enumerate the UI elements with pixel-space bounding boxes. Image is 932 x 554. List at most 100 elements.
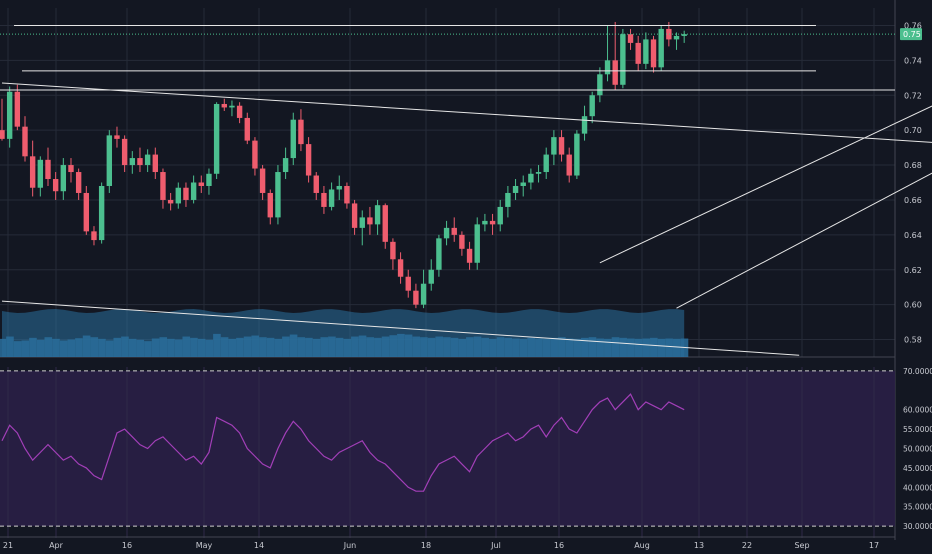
candle-body [535,172,542,174]
candle-body [29,156,36,188]
candle-body [175,187,181,204]
candle-body [313,175,319,193]
candle-body [566,154,572,176]
price-tick-label: 0.66 [904,196,922,205]
candle-body [673,35,680,40]
candle-body [620,34,626,85]
candle-body [489,220,496,225]
candle-body [428,269,434,284]
candle-body [374,205,381,225]
candle-body [459,234,465,249]
candle-body [267,192,273,218]
candle-body [236,105,243,118]
candle-body [0,130,5,139]
candle-body [252,140,258,169]
candle-body [45,159,51,180]
candle-body [121,138,128,166]
time-axis[interactable]: 21 Apr 16 May 14 Jun 18 Jul 16 Aug 13 22 Sep 17 [0,536,895,550]
candle-body [581,116,588,134]
candle-body [627,34,634,43]
rsi-tick-label: 30.0000 [903,522,932,531]
price-tick-label: 0.70 [904,126,922,135]
candle-body [512,185,519,193]
candle-body [474,224,480,263]
candle-body [589,95,595,117]
candle-body [650,39,657,68]
candle-body [666,28,672,40]
candle-body [98,185,105,241]
candle-body [643,39,649,64]
rsi-tick-label: 35.0000 [903,503,932,512]
candle-body [635,42,641,64]
trendline [676,172,932,309]
candle-body [520,182,526,186]
price-tick-label: 0.68 [904,161,922,170]
rsi-axis[interactable]: 70.0000 60.0000 55.0000 50.0000 45.0000 40.00… [903,367,932,531]
candle-body [367,217,373,225]
candle-body [198,182,204,186]
rsi-series-line [1,393,685,492]
candle-body [658,28,664,68]
candle-body [482,220,488,225]
time-tick-label: Sep [794,541,809,550]
candle-body [259,168,266,193]
candle-body [436,238,442,270]
candle-body [183,187,189,200]
rsi-tick-label: 50.0000 [903,445,932,454]
candle-body [543,154,549,173]
volume-bars [0,309,689,357]
rsi-pane [0,367,895,538]
price-tick-label: 0.62 [904,266,922,275]
time-tick-label: Jul [490,541,501,550]
trendline [1,82,932,143]
candle-body [137,158,143,166]
candle-body [83,192,90,232]
time-tick-label: 17 [869,541,879,550]
time-tick-label: 16 [122,541,132,550]
candle-body [336,185,342,190]
price-tick-label: 0.60 [904,301,922,310]
rsi-tick-label: 40.0000 [903,483,932,492]
rsi-tick-label: 55.0000 [903,425,932,434]
candle-body [52,179,59,192]
time-tick-label: 22 [742,541,752,550]
candle-body [68,165,74,173]
last-price-tag-bg [900,28,922,41]
trendline [1,300,800,356]
candle-body [275,172,281,218]
price-tick-label: 0.58 [904,336,922,345]
candle-body [497,206,503,225]
candle-body [160,172,166,200]
time-tick-label: Apr [49,541,64,550]
candle-body [551,137,557,155]
candle-body [351,203,358,228]
price-axis[interactable]: 0.76 0.74 0.72 0.70 0.68 0.66 0.64 0.62 0.60 0.58 [904,21,922,344]
candle-body [290,119,296,159]
candle-body [528,173,534,183]
candle-body [604,60,611,75]
candle-body [229,105,235,108]
price-tick-label: 0.76 [904,21,922,30]
candle-body [282,158,289,173]
candle-body [597,74,603,96]
time-tick-label: May [196,541,213,550]
rsi-line [1,393,685,492]
last-price-tag: 0.75 [900,28,922,41]
candles [0,21,687,309]
candle-body [413,290,419,305]
candle-body [451,227,457,235]
time-tick-label: 14 [254,541,264,550]
candle-body [152,154,158,173]
candle-body [574,133,580,176]
last-price-tag-label: 0.75 [903,30,921,39]
candle-body [359,217,365,228]
candle-body [681,34,687,36]
candle-body [305,144,312,176]
price-tick-label: 0.72 [904,91,922,100]
time-tick-label: Jun [343,541,357,550]
rsi-band [0,370,895,527]
candle-body [612,60,618,85]
candle-body [420,283,427,305]
